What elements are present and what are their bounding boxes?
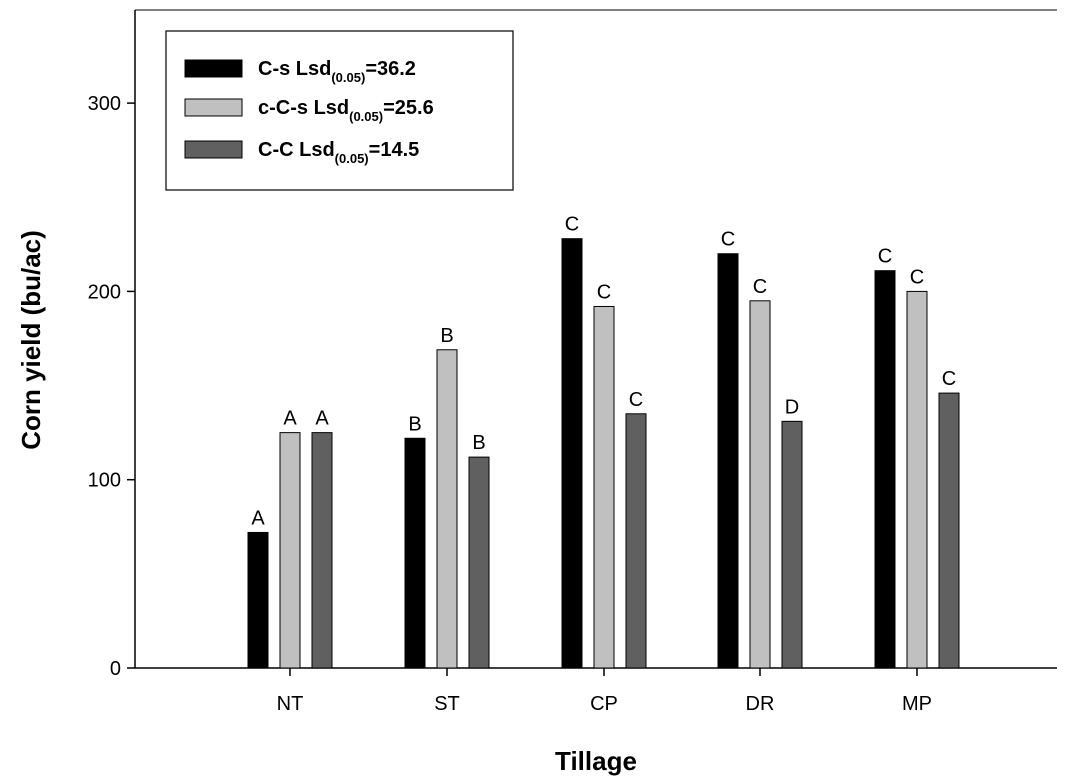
legend-entry: C-C Lsd(0.05)=14.5 <box>258 139 419 166</box>
bar-significance-label: C <box>878 246 892 268</box>
bar-significance-label: C <box>721 229 735 251</box>
legend-swatch <box>184 98 243 117</box>
bar-significance-label: C <box>910 266 924 288</box>
bar-significance-label: D <box>785 396 799 418</box>
bar <box>279 432 301 669</box>
legend-swatch <box>184 59 243 78</box>
legend-swatch <box>184 140 243 159</box>
y-tick-label: 0 <box>110 658 121 680</box>
bar <box>625 413 647 669</box>
bar <box>404 437 426 669</box>
bars <box>247 238 960 669</box>
x-tick-label: CP <box>590 693 618 715</box>
x-tick-label: MP <box>902 693 932 715</box>
bar-significance-label: C <box>565 214 579 236</box>
legend: C-s Lsd(0.05)=36.2 c-C-s Lsd(0.05)=25.6 C-… <box>165 30 514 191</box>
x-tick-label: ST <box>434 693 460 715</box>
x-tick-label: DR <box>746 693 775 715</box>
bar <box>906 290 928 669</box>
bar <box>247 531 269 669</box>
y-tick-label: 200 <box>88 281 121 303</box>
bar <box>874 270 896 669</box>
x-tick-label: NT <box>277 693 304 715</box>
legend-entry: c-C-s Lsd(0.05)=25.6 <box>258 97 434 124</box>
bar-significance-label: C <box>597 281 611 303</box>
bar <box>311 432 333 669</box>
bar <box>749 300 771 669</box>
bar-significance-label: C <box>629 389 643 411</box>
bar <box>781 420 803 669</box>
bar <box>593 305 615 669</box>
bar-significance-label: A <box>251 507 265 529</box>
y-axis-title: Corn yield (bu/ac) <box>16 230 46 450</box>
bar <box>561 238 583 669</box>
bar-significance-label: B <box>440 325 453 347</box>
bar-significance-label: B <box>472 432 485 454</box>
y-ticks: 0 100 200 300 <box>88 93 135 680</box>
bar-significance-label: C <box>942 368 956 390</box>
bar-significance-label: B <box>408 413 421 435</box>
y-tick-label: 300 <box>88 93 121 115</box>
x-ticks: NT ST CP DR MP <box>277 668 932 715</box>
x-axis-title: Tillage <box>555 746 637 776</box>
bar <box>717 253 739 669</box>
bar <box>468 456 490 669</box>
bar-significance-label: C <box>753 276 767 298</box>
bar-significance-label: A <box>315 408 329 430</box>
y-tick-label: 100 <box>88 470 121 492</box>
bar <box>938 392 960 669</box>
bar-significance-label: A <box>283 408 297 430</box>
legend-entry: C-s Lsd(0.05)=36.2 <box>258 58 416 85</box>
bar <box>436 349 458 669</box>
